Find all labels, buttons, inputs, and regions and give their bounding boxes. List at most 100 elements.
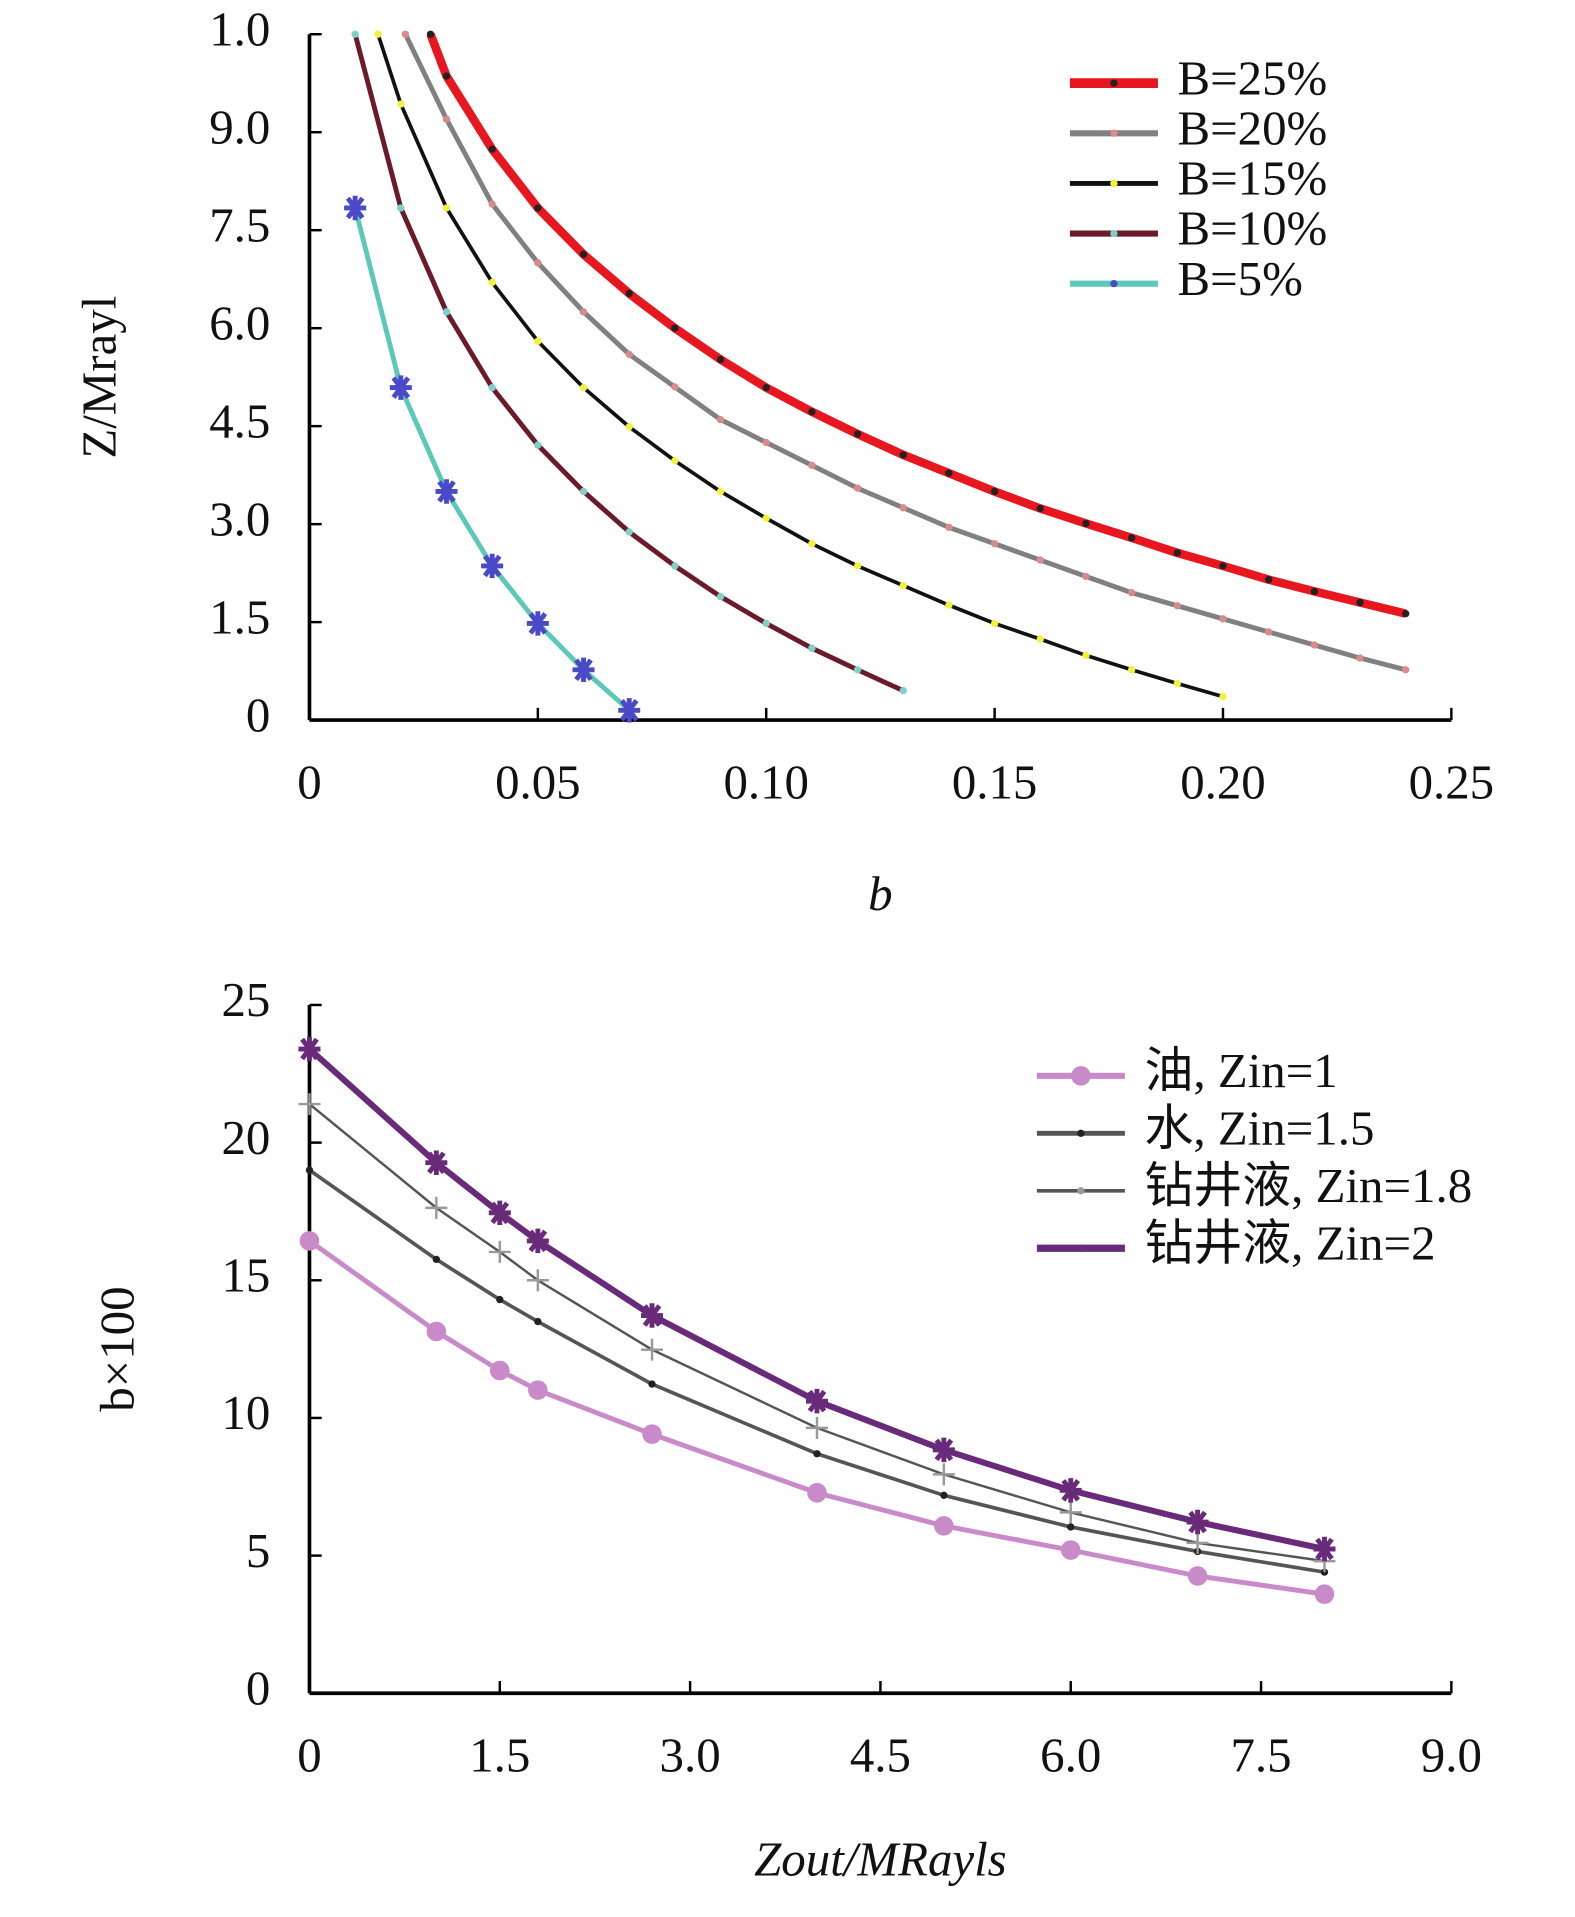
series-line: [308, 1238, 1325, 1597]
series-line: [308, 1168, 1325, 1574]
legend-marker: [1110, 229, 1118, 238]
marker: [899, 581, 907, 590]
y-tick-label: 1.0: [209, 1, 270, 56]
y-tick-label: 10: [221, 1385, 270, 1440]
marker: [298, 1036, 321, 1062]
x-tick-label: 7.5: [1230, 1728, 1291, 1783]
marker: [1187, 1566, 1208, 1586]
marker: [625, 423, 633, 431]
marker: [762, 438, 770, 447]
x-tick-label: 0.05: [495, 755, 581, 810]
marker: [648, 1380, 656, 1388]
x-tick-label: 0.20: [1180, 755, 1266, 810]
marker: [1310, 641, 1319, 649]
marker: [990, 619, 999, 628]
legend-marker: [1110, 179, 1118, 188]
marker: [572, 657, 595, 683]
marker: [853, 562, 862, 570]
marker: [807, 1483, 827, 1503]
marker: [618, 698, 641, 723]
marker: [1059, 1501, 1082, 1524]
marker: [305, 1166, 314, 1174]
marker: [1067, 1523, 1075, 1531]
marker: [442, 308, 451, 316]
marker: [853, 666, 862, 674]
legend-marker: [1077, 1244, 1085, 1252]
legend-label: 钻井液, Zin=2: [1144, 1215, 1435, 1270]
marker: [351, 30, 359, 38]
legend-label: B=20%: [1178, 100, 1328, 155]
marker: [534, 1317, 542, 1326]
y-tick-label: 1.5: [209, 589, 270, 644]
marker: [397, 204, 405, 212]
marker: [1402, 609, 1410, 618]
marker: [808, 408, 816, 416]
marker: [528, 1380, 548, 1400]
legend-label: B=15%: [1178, 151, 1328, 206]
marker: [932, 1437, 955, 1463]
marker: [762, 619, 770, 628]
marker: [1173, 602, 1181, 610]
x-tick-label: 4.5: [850, 1728, 911, 1783]
marker: [762, 383, 770, 392]
marker: [932, 1463, 955, 1486]
marker: [1186, 1509, 1209, 1535]
y-tick-label: 4.5: [209, 393, 270, 448]
marker: [299, 1231, 320, 1251]
marker: [374, 30, 382, 38]
marker: [1036, 635, 1044, 643]
marker: [625, 350, 633, 358]
x-tick-label: 0: [297, 755, 321, 810]
marker: [425, 1196, 448, 1219]
marker: [716, 592, 725, 601]
x-tick-label: 0.25: [1409, 755, 1495, 810]
marker: [442, 115, 451, 123]
marker: [298, 1093, 321, 1116]
x-tick-label: 0.15: [952, 755, 1038, 810]
y-axis-label: b×100: [90, 1286, 145, 1411]
legend-marker: [1077, 1129, 1085, 1137]
marker: [488, 200, 496, 208]
marker: [716, 355, 725, 364]
marker: [671, 324, 679, 332]
marker: [671, 562, 679, 570]
marker: [934, 1516, 954, 1536]
marker: [1173, 549, 1181, 557]
legend-marker: [1110, 279, 1118, 288]
marker: [1219, 615, 1227, 623]
marker: [496, 1295, 504, 1304]
x-tick-label: 0: [297, 1728, 321, 1783]
marker: [534, 337, 542, 345]
marker: [1082, 519, 1090, 528]
marker: [1036, 556, 1044, 564]
marker: [1313, 1536, 1336, 1562]
marker: [1060, 1540, 1081, 1560]
marker: [1036, 504, 1044, 513]
marker: [805, 1416, 828, 1439]
x-tick-label: 1.5: [469, 1728, 530, 1783]
marker: [813, 1450, 821, 1458]
y-axis-label: Z/Mrayl: [71, 296, 126, 459]
marker: [425, 1150, 448, 1175]
marker: [625, 528, 633, 536]
marker: [1059, 1478, 1082, 1503]
marker: [625, 289, 633, 298]
marker: [442, 204, 451, 212]
marker: [344, 195, 367, 221]
y-tick-label: 15: [221, 1248, 270, 1303]
marker: [1186, 1531, 1209, 1554]
x-axis-label: Zout/MRayls: [754, 1832, 1007, 1887]
x-tick-label: 6.0: [1040, 1728, 1101, 1783]
y-tick-label: 25: [221, 972, 270, 1027]
marker: [1127, 534, 1136, 542]
marker: [808, 461, 816, 470]
marker: [534, 441, 542, 449]
marker: [899, 687, 907, 695]
y-tick-label: 20: [221, 1110, 270, 1165]
marker: [389, 375, 412, 400]
marker: [397, 100, 405, 108]
legend-label: 油, Zin=1: [1144, 1043, 1337, 1098]
marker: [526, 611, 549, 636]
marker: [1314, 1584, 1335, 1604]
marker: [534, 204, 542, 212]
